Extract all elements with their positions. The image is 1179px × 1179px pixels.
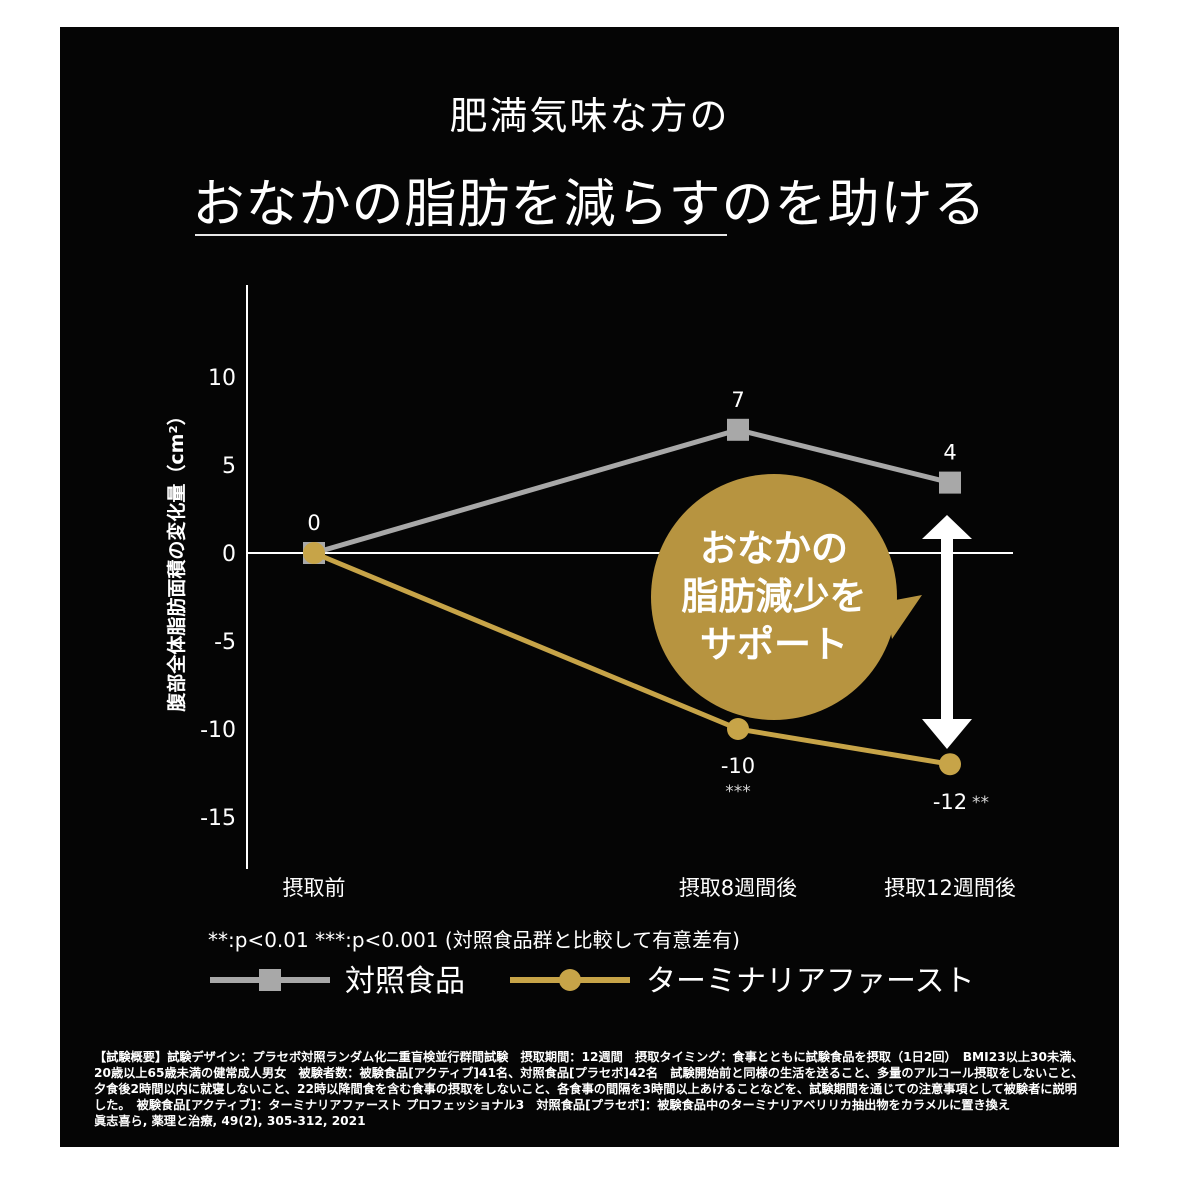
data-point-square <box>727 418 749 441</box>
legend-marker-circle <box>559 969 581 991</box>
data-label: 7 <box>731 388 744 412</box>
footnote-line: 20歳以上65歳未満の健常成人男女 被験者数：被験食品[アクティブ]41名、対照… <box>94 1066 1084 1080</box>
footnote-citation: 眞志喜ら, 薬理と治療, 49(2), 305-312, 2021 <box>94 1114 366 1128</box>
legend-label-control: 対照食品 <box>345 964 465 999</box>
x-tick-label: 摂取8週間後 <box>679 876 797 900</box>
callout-text: おなかの <box>700 527 848 570</box>
data-point-circle <box>727 718 749 740</box>
y-tick-label: 5 <box>222 454 236 479</box>
difference-arrow-head-up <box>922 515 972 539</box>
legend-label-active: ターミナリアファースト <box>646 964 975 999</box>
difference-arrow-shaft <box>941 534 953 720</box>
y-tick-label: 0 <box>222 542 236 567</box>
y-tick-label: 10 <box>208 366 236 391</box>
title-line-2: おなかの脂肪を減らすのを助ける <box>192 175 987 235</box>
y-axis-label: 腹部全体脂肪面積の変化量（cm²） <box>165 406 188 712</box>
y-tick-label: -5 <box>214 630 236 655</box>
callout-bubble <box>651 474 897 720</box>
infographic-panel: 肥満気味な方の おなかの脂肪を減らすのを助ける 10 5 0 -5 -10 -15 腹部全… <box>60 27 1119 1147</box>
line-chart: 10 5 0 -5 -10 -15 腹部全体脂肪面積の変化量（cm²） おなかの脂肪減少を… <box>165 285 1016 999</box>
title-underline <box>195 234 727 236</box>
data-label: 4 <box>943 441 956 465</box>
study-footnote: 【試験概要】試験デザイン：プラセボ対照ランダム化二重盲検並行群間試験 摂取期間：… <box>94 1049 1094 1129</box>
x-tick-label: 摂取前 <box>283 876 346 900</box>
data-point-square <box>939 471 961 494</box>
difference-arrow-head-down <box>922 719 972 749</box>
data-point-circle <box>303 542 325 564</box>
y-tick-label: -15 <box>200 806 236 831</box>
footnote-line: 夕食後2時間以内に就寝しないこと、22時以降間食を含む食事の摂取をしないこと、各… <box>94 1082 1077 1096</box>
x-tick-label: 摂取12週間後 <box>884 876 1016 900</box>
callout-text: 脂肪減少を <box>682 575 867 618</box>
data-label: 0 <box>307 511 320 535</box>
significance-note: **:p<0.01 ***:p<0.001 (対照食品群と比較して有意差有) <box>208 928 740 952</box>
significance-mark: ** <box>972 793 989 813</box>
footnote-line: 【試験概要】試験デザイン：プラセボ対照ランダム化二重盲検並行群間試験 摂取期間：… <box>94 1050 1084 1064</box>
callout-text: サポート <box>700 623 848 666</box>
y-tick-label: -10 <box>200 718 236 743</box>
footnote-line: した。 被験食品[アクティブ]：ターミナリアファースト プロフェッショナル3 対… <box>94 1098 1011 1112</box>
title-line-1: 肥満気味な方の <box>449 94 730 138</box>
data-label: -12 <box>933 790 967 814</box>
data-point-circle <box>939 753 961 776</box>
data-label: -10 <box>721 754 755 778</box>
significance-mark: *** <box>725 782 751 802</box>
legend-marker-square <box>259 969 281 991</box>
